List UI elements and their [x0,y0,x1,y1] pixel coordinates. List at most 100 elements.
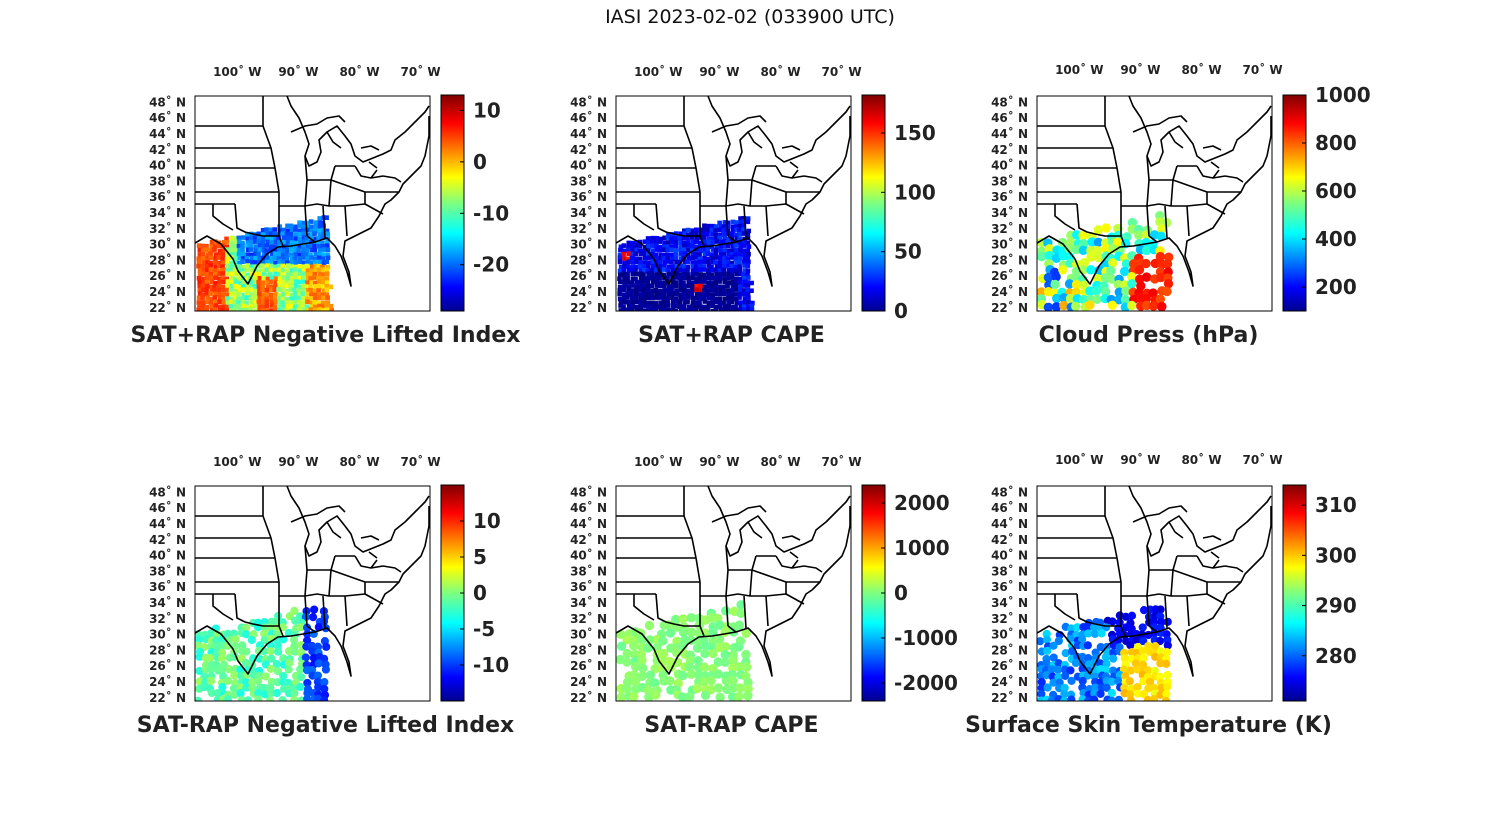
data-cell [245,263,251,268]
data-point [266,647,276,656]
data-point [290,688,299,698]
data-cell [272,307,278,311]
data-cell [641,296,646,301]
data-point [1163,682,1172,691]
lat-tick-label: 46˚ N [149,110,186,125]
data-cell [208,300,214,305]
data-cell [674,271,679,276]
data-cell [710,247,716,252]
data-cell [276,256,282,261]
data-cell [741,243,747,248]
data-cell [308,276,313,281]
data-cell [734,283,739,288]
data-cell [301,231,306,236]
data-cell [670,252,675,258]
data-cell [745,216,751,221]
data-point [1083,641,1092,650]
data-cell [225,283,230,289]
data-cell [301,239,307,245]
data-cell [641,308,647,311]
data-cell [221,267,227,273]
data-cell [634,304,640,310]
data-cell [320,279,326,285]
data-cell [710,292,715,297]
lat-tick-label: 46˚ N [570,110,607,125]
data-cell [229,291,235,297]
data-cell [714,255,719,260]
data-cell [617,272,623,278]
data-cell [685,264,691,270]
data-cell [261,292,267,297]
data-cell [673,235,678,241]
data-cell [661,244,667,250]
data-cell [630,240,636,246]
data-cell [260,284,265,289]
data-cell [244,288,250,294]
data-cell [284,296,290,302]
data-cell [702,247,708,253]
data-point [1043,272,1054,283]
data-cell [626,247,631,253]
data-cell [682,272,687,277]
data-cell [213,259,218,265]
lat-tick-label: 32˚ N [570,611,607,626]
data-cell [662,280,668,286]
data-cell [649,292,655,298]
data-cell [312,292,318,298]
data-cell [698,227,704,233]
lat-tick-label: 42˚ N [570,142,607,157]
data-cell [220,284,226,290]
data-cell [264,248,270,253]
data-cell [654,291,659,297]
data-cell [265,236,270,242]
lat-tick-label: 34˚ N [991,205,1028,220]
data-cell [317,248,323,253]
data-point [1101,653,1110,662]
colorbar-tick-label: -2000 [894,671,958,695]
data-cell [741,272,746,277]
data-cell [673,239,679,245]
data-cell [289,296,294,302]
colorbar-tick-label: -5 [473,617,495,641]
data-cell [261,300,266,305]
data-cell [200,271,206,277]
data-cell [730,308,735,311]
data-cell [237,303,242,309]
map-panel: 100˚ W 90˚ W 80˚ W 70˚ W48˚ N46˚ N44˚ N42˚ … [137,454,514,738]
data-cell [249,239,255,245]
data-point [1162,286,1172,297]
data-cell [301,279,307,285]
data-cell [308,255,314,260]
data-cell [228,271,234,277]
data-cell [722,307,727,311]
panel-title: SAT+RAP CAPE [638,323,825,348]
data-cell [725,240,730,245]
data-cell [670,284,676,289]
data-cell [689,235,695,240]
data-point [1096,689,1105,698]
colorbar-tick-label: 0 [473,150,487,174]
data-cell [225,267,231,273]
data-cell [621,243,627,248]
data-cell [260,287,265,293]
data-cell [321,288,327,294]
data-cell [681,247,687,252]
data-cell [650,235,655,241]
data-cell [658,295,663,300]
data-cell [224,240,230,245]
data-cell [682,308,687,311]
data-cell [701,267,707,272]
data-cell [733,304,738,310]
data-cell [726,295,731,301]
data-cell [665,275,670,281]
data-cell [730,227,736,233]
data-cell [702,259,707,264]
data-cell [654,259,660,265]
data-cell [309,228,315,234]
data-cell [229,296,234,301]
data-cell [673,243,679,249]
lat-tick-label: 34˚ N [149,595,186,610]
data-cell [316,240,321,245]
data-cell [642,303,647,308]
data-cell [200,292,205,298]
